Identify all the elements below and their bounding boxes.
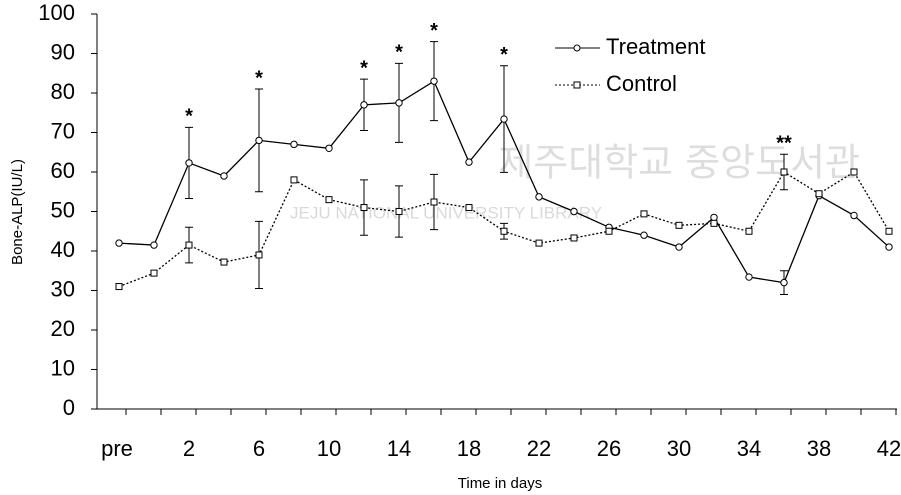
x-tick-label: 2 [183,436,195,461]
y-tick-label: 100 [38,0,75,25]
point [780,168,788,176]
point [465,158,473,166]
y-tick-label: 0 [63,395,75,420]
significance: * [185,106,193,128]
y-tick-label: 60 [51,158,75,183]
point [360,204,368,212]
x-tick-label: 42 [877,436,901,461]
point [675,221,683,229]
point [290,176,298,184]
point [710,213,718,222]
x-tick-label: 30 [667,436,691,461]
point [115,283,123,291]
point [570,207,578,216]
legend-label: Treatment [606,34,705,59]
significance: * [500,44,508,66]
significance: * [395,42,403,64]
y-tick-label: 20 [51,316,75,341]
significance: ** [776,133,792,155]
point [780,278,788,287]
x-tick-label: 10 [317,436,341,461]
point [430,77,438,85]
point [500,227,508,235]
point [255,136,263,145]
point [570,234,578,242]
point [360,101,368,109]
point [815,190,823,198]
point [745,227,753,235]
y-tick-label: 50 [51,197,75,222]
point [605,227,613,235]
y-tick-label: 10 [51,355,75,380]
y-tick-label: 80 [51,79,75,104]
significance: * [430,20,438,42]
y-tick-label: 40 [51,237,75,262]
x-tick-label: 14 [387,436,411,461]
point [325,196,333,204]
point [640,210,648,218]
significance: * [255,67,263,89]
watermark: 제주대학교 중앙도서관 [498,141,860,185]
point [885,243,893,251]
point [675,243,683,251]
x-tick-label: 18 [457,436,481,461]
point [220,258,228,266]
point [255,251,263,259]
point [115,239,123,247]
y-tick-label: 30 [51,276,75,301]
y-tick-label: 90 [51,39,75,64]
legend-marker [573,81,581,89]
point [640,231,648,239]
legend-marker [573,44,581,52]
y-tick-label: 70 [51,118,75,143]
point [710,219,718,227]
point [150,241,158,249]
point [325,144,333,153]
point [885,227,893,235]
x-tick-label: 22 [527,436,551,461]
x-tick-label: 38 [807,436,831,461]
x-tick-label: 6 [253,436,265,461]
point [185,241,193,249]
point [430,198,438,206]
point [395,99,403,107]
y-axis-label: Bone-ALP(IU/L) [9,159,26,265]
point [465,204,473,212]
point [150,269,158,277]
watermark-sub: JEJU NATIONAL UNIVERSITY LIBRARY [290,203,602,222]
x-tick-label: 26 [597,436,621,461]
point [745,273,753,281]
point [535,239,543,247]
point [395,208,403,215]
significance: * [360,57,368,79]
x-tick-label: pre [101,436,133,461]
point [500,115,508,123]
point [535,193,543,201]
point [220,172,228,180]
point [185,159,193,167]
x-tick-label: 34 [737,436,761,461]
point [850,168,858,176]
x-axis-label: Time in days [458,475,542,492]
legend-label: Control [606,71,677,96]
point [850,211,858,220]
point [290,140,298,149]
